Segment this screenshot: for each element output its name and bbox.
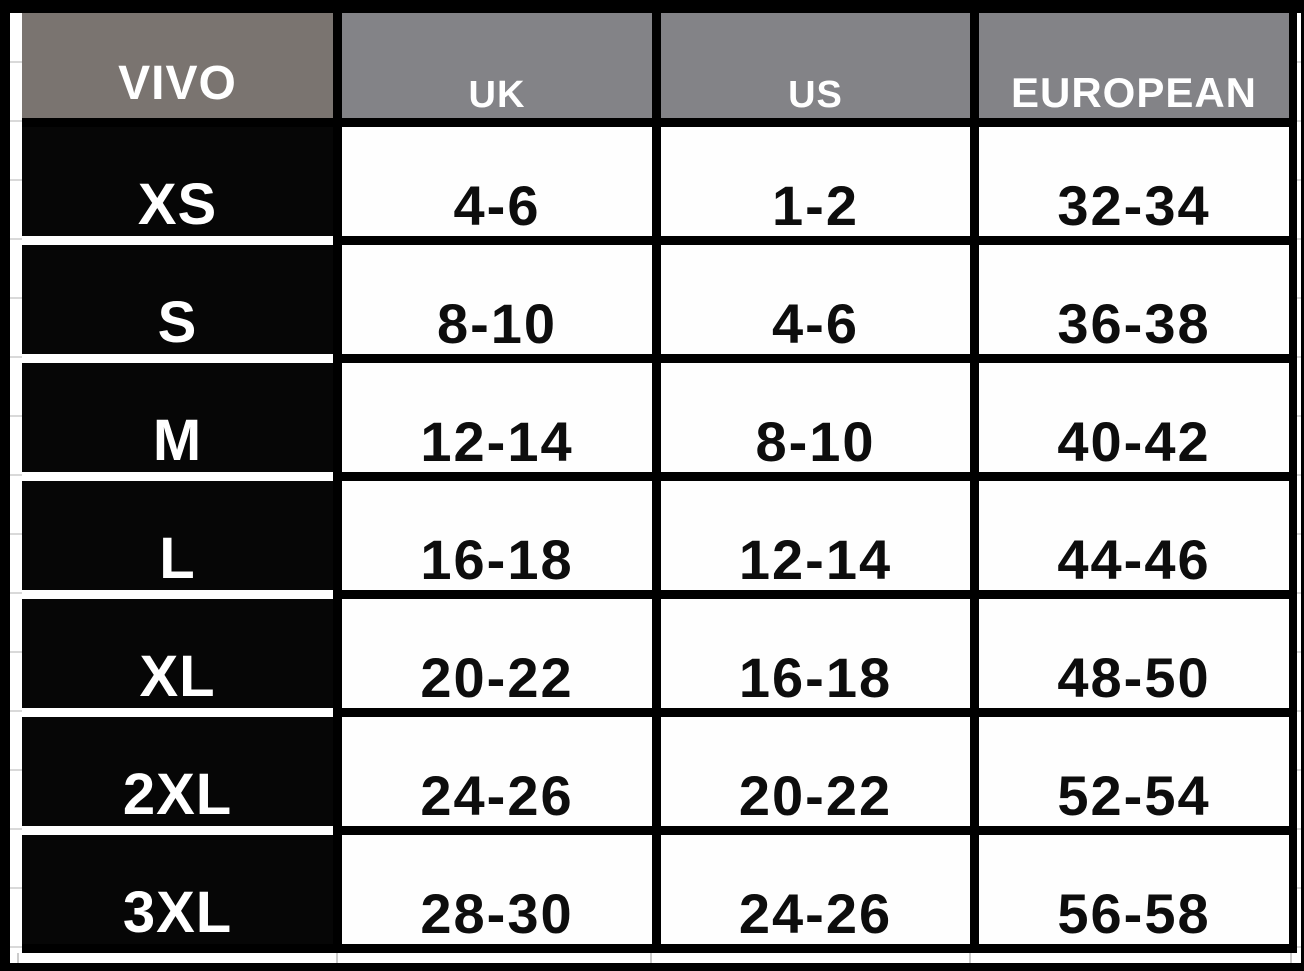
- brand-header-cell[interactable]: VIVO: [22, 13, 333, 127]
- table-row-xs: XS 4-6 1-2 32-34: [22, 127, 1289, 245]
- gridline-tick: [336, 953, 338, 963]
- table-row-xl: XL 20-22 16-18 48-50: [22, 599, 1289, 717]
- us-value-cell-m[interactable]: 8-10: [652, 363, 970, 481]
- table-row-s: S 8-10 4-6 36-38: [22, 245, 1289, 363]
- size-label-cell-l[interactable]: L: [22, 481, 333, 599]
- size-label-cell-s[interactable]: S: [22, 245, 333, 363]
- european-value-cell-2xl[interactable]: 52-54: [970, 717, 1289, 835]
- european-value-cell-l[interactable]: 44-46: [970, 481, 1289, 599]
- uk-value-cell-2xl[interactable]: 24-26: [333, 717, 652, 835]
- us-value-cell-2xl[interactable]: 20-22: [652, 717, 970, 835]
- us-value-cell-xl[interactable]: 16-18: [652, 599, 970, 717]
- header-row: VIVO UK US EUROPEAN: [22, 13, 1289, 127]
- table-row-3xl: 3XL 28-30 24-26 56-58: [22, 835, 1289, 953]
- table-row-2xl: 2XL 24-26 20-22 52-54: [22, 717, 1289, 835]
- uk-value-cell-s[interactable]: 8-10: [333, 245, 652, 363]
- gridline-tick: [17, 953, 19, 963]
- size-label-cell-2xl[interactable]: 2XL: [22, 717, 333, 835]
- european-value-cell-xl[interactable]: 48-50: [970, 599, 1289, 717]
- us-header-cell[interactable]: US: [652, 13, 970, 127]
- european-value-cell-m[interactable]: 40-42: [970, 363, 1289, 481]
- european-value-cell-xs[interactable]: 32-34: [970, 127, 1289, 245]
- uk-value-cell-xs[interactable]: 4-6: [333, 127, 652, 245]
- european-header-cell[interactable]: EUROPEAN: [970, 13, 1289, 127]
- uk-value-cell-3xl[interactable]: 28-30: [333, 835, 652, 953]
- us-value-cell-s[interactable]: 4-6: [652, 245, 970, 363]
- gridline-tick: [969, 953, 971, 963]
- us-value-cell-xs[interactable]: 1-2: [652, 127, 970, 245]
- table-row-l: L 16-18 12-14 44-46: [22, 481, 1289, 599]
- size-label-cell-xs[interactable]: XS: [22, 127, 333, 245]
- table-row-m: M 12-14 8-10 40-42: [22, 363, 1289, 481]
- european-value-cell-3xl[interactable]: 56-58: [970, 835, 1289, 953]
- frame-right-border: [1301, 0, 1304, 971]
- gridline-tick: [1290, 953, 1292, 963]
- uk-header-cell[interactable]: UK: [333, 13, 652, 127]
- size-label-cell-3xl[interactable]: 3XL: [22, 835, 333, 953]
- uk-value-cell-xl[interactable]: 20-22: [333, 599, 652, 717]
- size-label-cell-m[interactable]: M: [22, 363, 333, 481]
- frame-left-border: [0, 0, 10, 971]
- uk-value-cell-l[interactable]: 16-18: [333, 481, 652, 599]
- size-chart-table: VIVO UK US EUROPEAN XS 4-6 1-2 32-34 S 8…: [22, 13, 1297, 953]
- us-value-cell-3xl[interactable]: 24-26: [652, 835, 970, 953]
- european-value-cell-s[interactable]: 36-38: [970, 245, 1289, 363]
- gridline-tick: [650, 953, 652, 963]
- us-value-cell-l[interactable]: 12-14: [652, 481, 970, 599]
- size-label-cell-xl[interactable]: XL: [22, 599, 333, 717]
- frame-top-border: [0, 0, 1304, 13]
- uk-value-cell-m[interactable]: 12-14: [333, 363, 652, 481]
- frame-bottom-border: [0, 963, 1304, 971]
